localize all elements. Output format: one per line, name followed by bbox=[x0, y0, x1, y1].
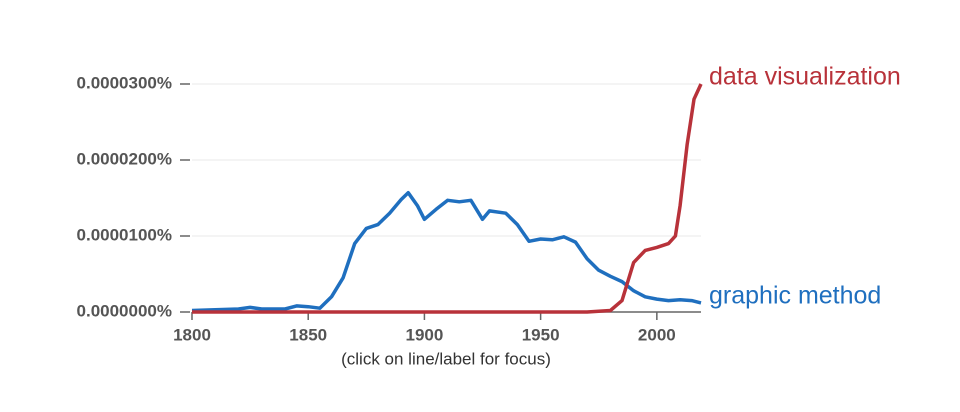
series-line[interactable] bbox=[192, 83, 703, 314]
y-tick-label: 0.0000000% bbox=[77, 301, 172, 320]
x-tick-label: 1900 bbox=[406, 325, 444, 344]
x-tick-label: 1850 bbox=[289, 325, 327, 344]
series-line[interactable] bbox=[191, 190, 702, 313]
x-tick-label: 2000 bbox=[638, 325, 676, 344]
chart-subtitle: (click on line/label for focus) bbox=[341, 349, 551, 368]
series-label[interactable]: data visualization bbox=[709, 63, 901, 91]
y-tick-label: 0.0000200% bbox=[77, 149, 172, 168]
series-label[interactable]: graphic method bbox=[709, 281, 881, 309]
y-tick-label: 0.0000300% bbox=[77, 73, 172, 92]
y-tick-label: 0.0000100% bbox=[77, 225, 172, 244]
x-tick-label: 1800 bbox=[173, 325, 211, 344]
x-tick-label: 1950 bbox=[522, 325, 560, 344]
